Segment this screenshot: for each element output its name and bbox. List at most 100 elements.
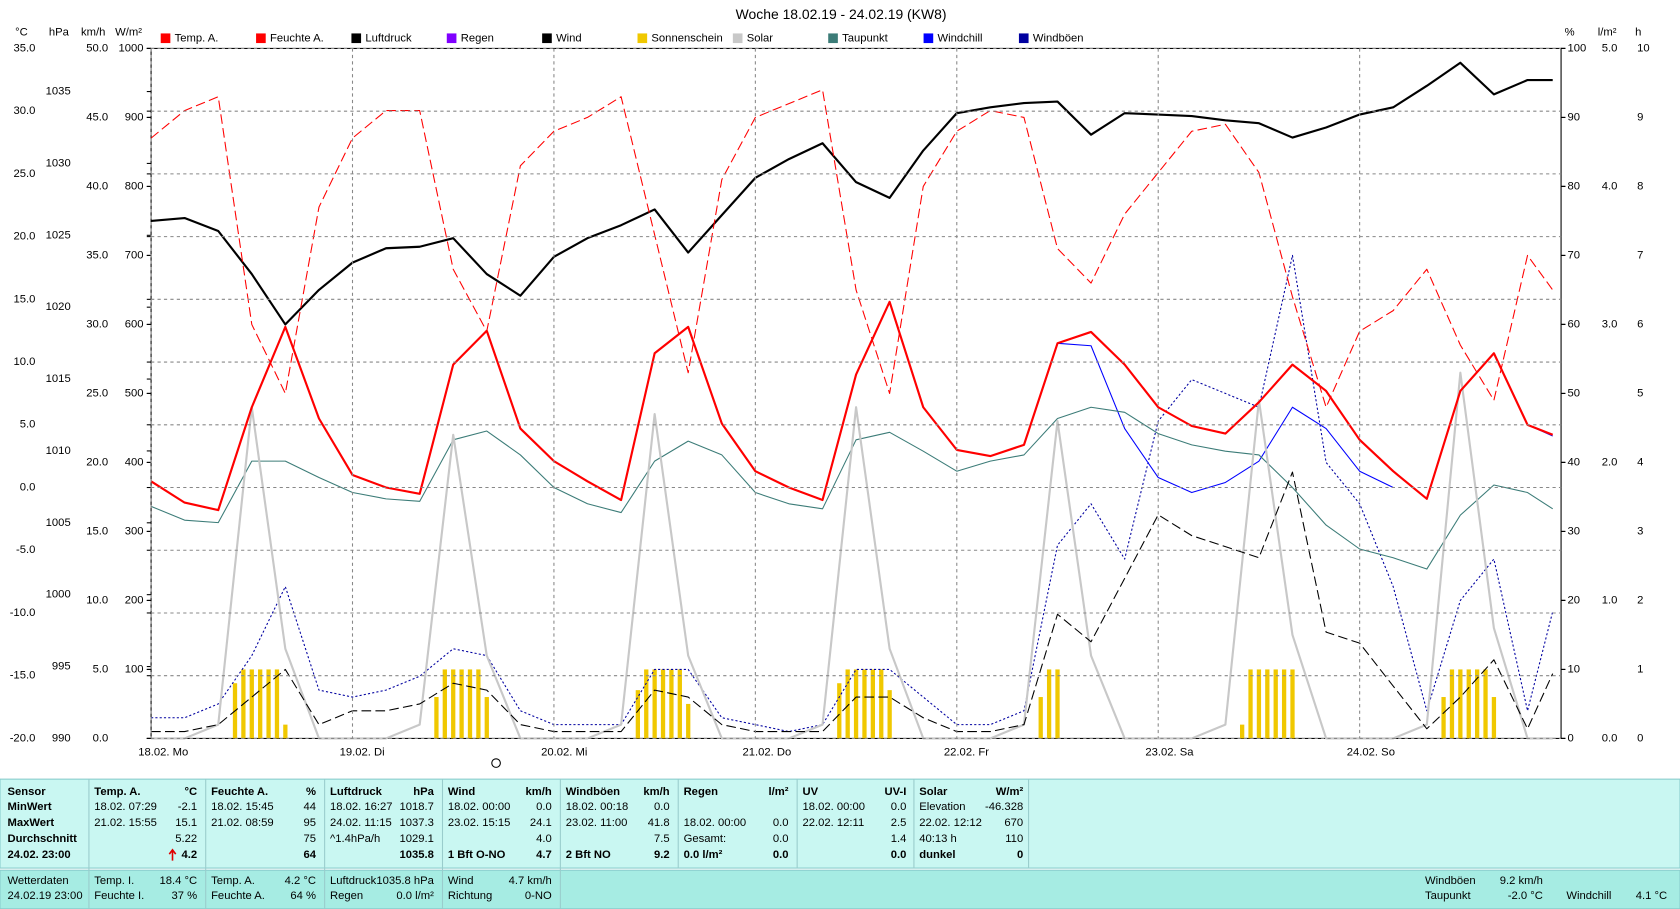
x-tick-label: 23.02. Sa: [1145, 746, 1194, 758]
y-tick-label: 0: [1568, 732, 1574, 744]
sunshine-bar: [442, 669, 447, 739]
marker: [491, 758, 501, 768]
column-header: Feuchte A.: [211, 786, 268, 798]
cell-value: -2.1: [178, 801, 197, 813]
legend-label: Windböen: [1033, 33, 1084, 45]
sunshine-bar: [249, 669, 254, 739]
y-tick-label: 4: [1637, 456, 1643, 468]
column-header: Regen: [684, 786, 719, 798]
sunshine-bar: [266, 669, 271, 739]
y-tick-label: -15.0: [10, 670, 36, 682]
footer-panel: [0, 869, 1680, 909]
cell-value: 0.0: [773, 817, 789, 829]
y-tick-label: 70: [1568, 249, 1581, 261]
column-unit: km/h: [643, 786, 669, 798]
cell-value: 9.2: [654, 849, 670, 861]
column-unit: km/h: [526, 786, 552, 798]
cell-value: 1018.7: [400, 801, 434, 813]
footer-label: Regen: [330, 890, 363, 902]
trend-arrow: [168, 848, 177, 861]
y-tick-label: 60: [1568, 318, 1581, 330]
cell-value: 110: [1005, 833, 1023, 845]
axis-label: km/h: [81, 26, 105, 38]
row-label: 24.02. 23:00: [8, 849, 71, 861]
y-tick-label: 1005: [46, 517, 71, 529]
y-tick-label: 0: [1637, 732, 1643, 744]
sunshine-bar: [1256, 669, 1262, 739]
sunshine-bar: [459, 669, 464, 739]
y-tick-label: 50: [1568, 387, 1581, 399]
plot-frame: [150, 47, 1562, 739]
legend-swatch: [160, 33, 171, 44]
sunshine-bar: [837, 683, 842, 739]
cell-value: 0: [1017, 849, 1023, 861]
cell-label: 18.02. 07:29: [94, 801, 157, 813]
y-tick-label: 35.0: [13, 42, 35, 54]
y-tick-label: 0.0: [93, 732, 109, 744]
footer-label: Windböen: [1425, 875, 1476, 887]
y-tick-label: 500: [125, 387, 144, 399]
y-tick-label: 2.0: [1602, 456, 1618, 468]
row-label: MinWert: [8, 801, 52, 813]
footer-label: Feuchte A.: [211, 890, 265, 902]
footer-label: Wind: [448, 875, 474, 887]
sunshine-bar: [1265, 669, 1270, 739]
sunshine-bar: [862, 669, 867, 739]
sunshine-bar: [635, 690, 640, 739]
footer-value: 4.7 km/h: [509, 875, 552, 887]
row-label: Sensor: [8, 786, 47, 798]
y-tick-label: -20.0: [10, 732, 36, 744]
footer-label: Feuchte I.: [94, 890, 144, 902]
sunshine-bar: [1240, 724, 1245, 739]
legend-swatch: [637, 33, 648, 44]
footer-label: Luftdruck: [330, 875, 377, 887]
sunshine-bar: [484, 697, 489, 739]
sunshine-bar: [1281, 669, 1287, 739]
legend-label: Temp. A.: [175, 33, 219, 45]
footer-value: 18.4 °C: [159, 875, 197, 887]
sunshine-bar: [879, 669, 884, 739]
legend-swatch: [828, 33, 838, 44]
legend-swatch: [351, 33, 362, 44]
series-line: [151, 371, 1553, 740]
y-tick-label: 800: [125, 180, 144, 192]
sunshine-bar: [274, 669, 280, 739]
series-line: [151, 471, 1554, 733]
cell-value: 95: [304, 817, 317, 829]
y-tick-label: 15.0: [13, 293, 35, 305]
footer-value: -2.0 °C: [1508, 890, 1543, 902]
sunshine-bar: [853, 669, 859, 739]
cell-value: 1029.1: [400, 833, 434, 845]
y-tick-label: 30.0: [13, 105, 35, 117]
column-header: Solar: [919, 786, 948, 798]
sunshine-bar: [652, 669, 657, 739]
y-tick-label: 100: [1568, 42, 1587, 54]
sunshine-bar: [1055, 669, 1060, 739]
legend-label: Feuchte A.: [270, 33, 324, 45]
footer-value: 4.1 °C: [1636, 890, 1667, 902]
y-tick-label: 400: [125, 456, 144, 468]
legend-swatch: [1018, 33, 1029, 44]
axis-label: %: [1565, 26, 1575, 38]
cell-label: 0.0 l/m²: [684, 849, 723, 861]
cell-value: 41.8: [648, 817, 670, 829]
column-unit: hPa: [413, 786, 434, 798]
y-tick-label: 600: [125, 318, 144, 330]
sunshine-bar: [1441, 697, 1446, 739]
cell-value: 0.0: [536, 801, 552, 813]
legend-label: Solar: [747, 33, 774, 45]
series-line: [151, 254, 1554, 733]
y-tick-label: 20.0: [86, 456, 108, 468]
column-unit: %: [306, 786, 316, 798]
cell-value: 75: [304, 833, 317, 845]
cell-value: 5.22: [175, 833, 197, 845]
cell-value: 24.1: [530, 817, 552, 829]
x-tick-label: 24.02. So: [1347, 746, 1395, 758]
legend-label: Luftdruck: [365, 33, 412, 45]
y-tick-label: 200: [125, 594, 144, 606]
cell-value: 2.5: [891, 817, 907, 829]
column-header: Temp. A.: [94, 786, 140, 798]
sunshine-bar: [434, 697, 439, 739]
legend-swatch: [542, 33, 552, 44]
